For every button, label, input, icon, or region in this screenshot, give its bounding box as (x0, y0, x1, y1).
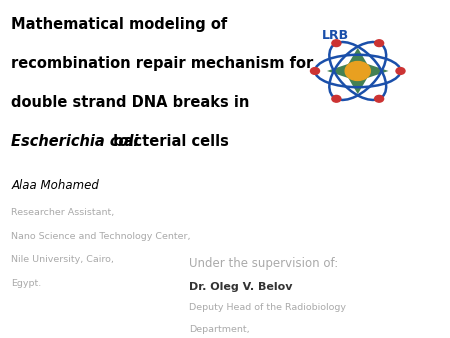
Text: Nile University, Cairo,: Nile University, Cairo, (11, 255, 114, 264)
Polygon shape (327, 61, 388, 81)
Circle shape (332, 95, 341, 102)
Polygon shape (344, 48, 371, 94)
Text: recombination repair mechanism for: recombination repair mechanism for (11, 56, 314, 71)
Text: double strand DNA breaks in: double strand DNA breaks in (11, 95, 250, 110)
Text: Escherichia coli: Escherichia coli (11, 134, 139, 148)
Text: Department,: Department, (189, 325, 250, 335)
Circle shape (396, 68, 405, 74)
Circle shape (345, 62, 370, 80)
Circle shape (374, 95, 383, 102)
Text: bacterial cells: bacterial cells (108, 134, 229, 148)
Circle shape (374, 40, 383, 47)
Text: Under the supervision of:: Under the supervision of: (189, 257, 338, 270)
Circle shape (332, 40, 341, 47)
Text: Researcher Assistant,: Researcher Assistant, (11, 208, 114, 217)
Circle shape (310, 68, 320, 74)
Text: LRB: LRB (322, 29, 349, 42)
Text: Mathematical modeling of: Mathematical modeling of (11, 17, 228, 32)
Text: Alaa Mohamed: Alaa Mohamed (11, 179, 99, 192)
Text: Dr. Oleg V. Belov: Dr. Oleg V. Belov (189, 282, 292, 292)
Text: Nano Science and Technology Center,: Nano Science and Technology Center, (11, 232, 191, 241)
Text: Deputy Head of the Radiobiology: Deputy Head of the Radiobiology (189, 303, 346, 312)
Text: Egypt.: Egypt. (11, 279, 41, 288)
